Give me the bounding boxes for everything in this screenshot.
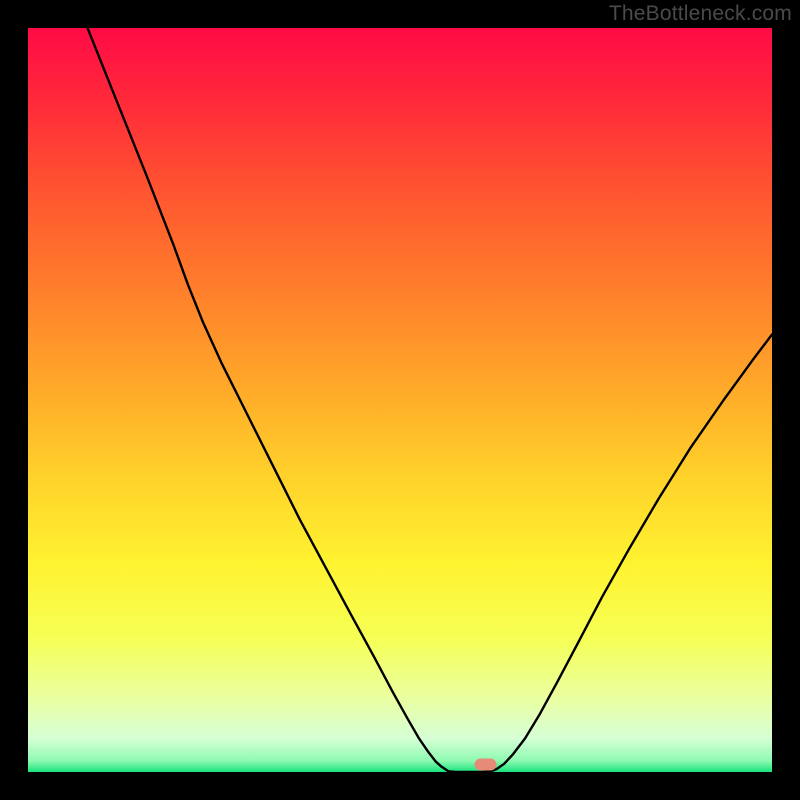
watermark-text: TheBottleneck.com [609, 2, 792, 26]
bottleneck-chart [0, 0, 800, 800]
optimal-marker [475, 759, 497, 771]
plot-background [28, 28, 772, 772]
chart-container: { "watermark": { "text": "TheBottleneck.… [0, 0, 800, 800]
